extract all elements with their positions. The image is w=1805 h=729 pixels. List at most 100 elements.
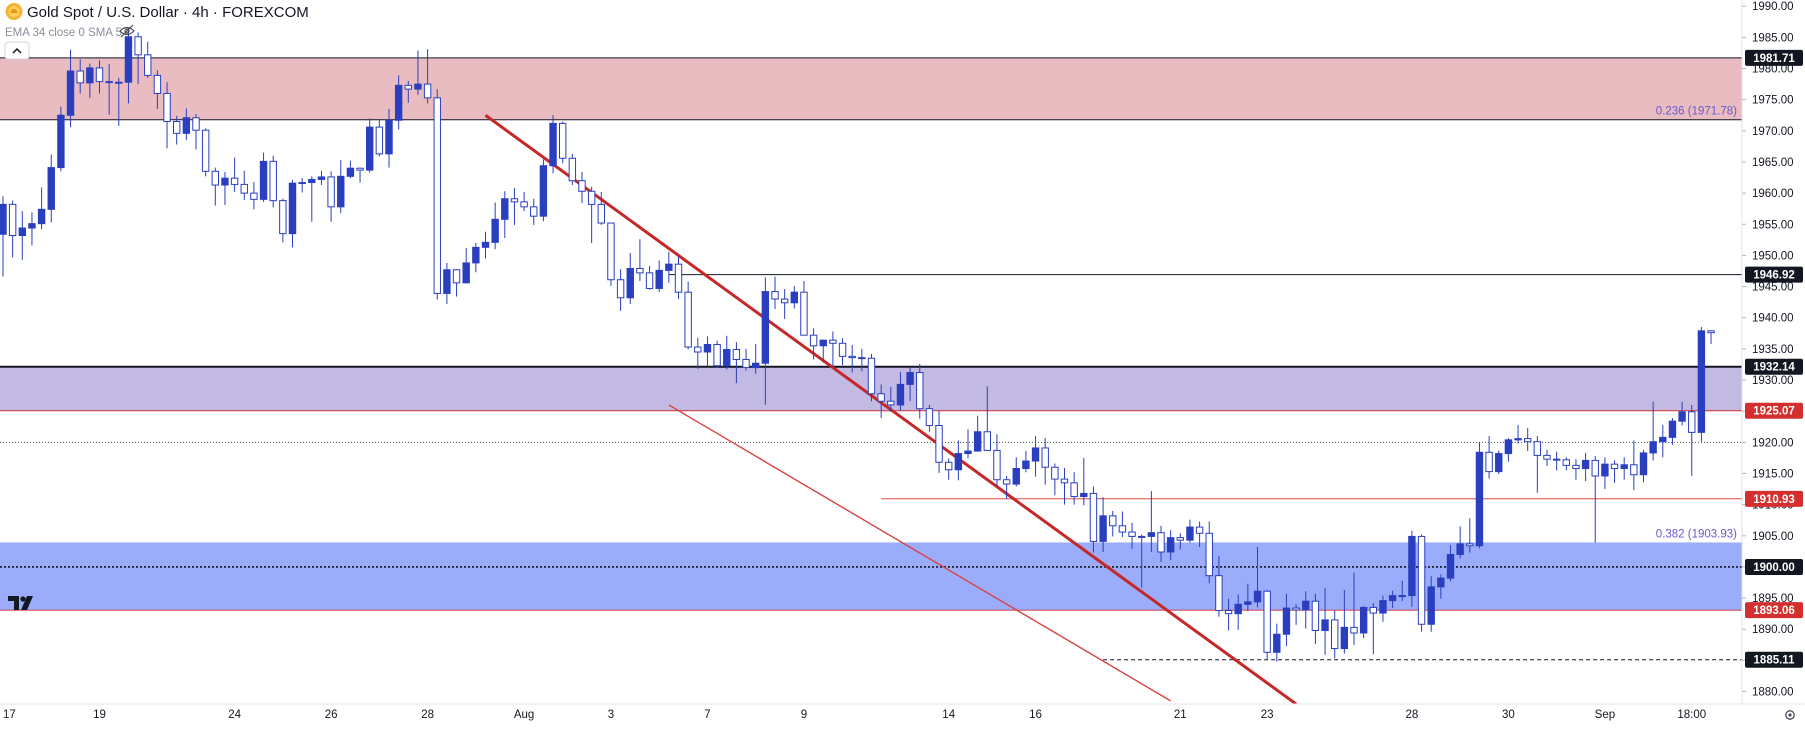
- price-label[interactable]: 1932.14: [1745, 358, 1803, 375]
- channel-lower-line[interactable]: [668, 404, 1172, 702]
- candle: [115, 77, 123, 126]
- candle: [259, 152, 268, 202]
- candle-body-down: [375, 126, 384, 155]
- eye-hidden-icon[interactable]: [119, 24, 135, 38]
- candle-body-down: [144, 54, 152, 76]
- price-label-text: 1910.93: [1753, 494, 1795, 506]
- candle-body-down: [1205, 532, 1213, 577]
- y-tick-label: 1890.00: [1752, 624, 1794, 636]
- price-label[interactable]: 1981.71: [1745, 49, 1803, 66]
- candle: [481, 231, 490, 259]
- candle: [578, 171, 586, 204]
- tradingview-logo[interactable]: [8, 596, 33, 610]
- gear-icon[interactable]: [1785, 710, 1795, 720]
- candle-body-down: [105, 81, 113, 84]
- y-tick-label: 1880.00: [1752, 687, 1794, 699]
- x-tick-label: 30: [1502, 709, 1515, 721]
- candle-body-up: [86, 67, 94, 84]
- candle-body-up: [414, 83, 422, 90]
- candle: [1572, 459, 1580, 480]
- time-axis-background: [0, 704, 1805, 724]
- candle: [95, 60, 104, 94]
- candle: [655, 260, 663, 293]
- candle-body-down: [530, 206, 538, 217]
- candle: [1051, 463, 1059, 496]
- candle: [491, 202, 499, 250]
- candle-body-down: [8, 203, 17, 236]
- candle: [28, 212, 36, 246]
- candle: [298, 178, 306, 193]
- price-label[interactable]: 1946.92: [1745, 266, 1803, 283]
- candle-body-down: [1369, 606, 1377, 614]
- y-tick-label: 1945.00: [1752, 282, 1794, 294]
- price-label[interactable]: 1910.93: [1745, 490, 1803, 507]
- candle-body-up: [1234, 603, 1242, 615]
- candle-body-down: [269, 160, 277, 202]
- candle: [462, 247, 470, 284]
- candle: [144, 41, 152, 78]
- candle-body-down: [230, 177, 239, 185]
- candle: [713, 340, 721, 368]
- price-label-background: [1745, 490, 1803, 507]
- candle-body-down: [742, 358, 750, 369]
- y-tick-label: 1905.00: [1752, 531, 1794, 543]
- price-label[interactable]: 1900.00: [1745, 558, 1803, 575]
- fib-label: 0.382 (1903.93): [1656, 528, 1737, 540]
- candle: [867, 353, 876, 402]
- candle-body-down: [1350, 626, 1358, 634]
- candle: [1224, 598, 1233, 631]
- candle: [1659, 424, 1667, 458]
- candle: [1099, 497, 1107, 552]
- candle-body-up: [1408, 535, 1416, 597]
- candle-body-down: [597, 203, 605, 224]
- candle-body-up: [1495, 453, 1503, 473]
- candle-body-up: [1321, 619, 1329, 631]
- candle-body-down: [1292, 607, 1300, 611]
- x-tick-label: Aug: [514, 709, 534, 721]
- candle-body-up: [1475, 451, 1484, 547]
- price-label[interactable]: 1925.07: [1745, 402, 1803, 419]
- y-tick-label: 1965.00: [1752, 157, 1794, 169]
- candle: [1543, 449, 1551, 467]
- candle: [510, 188, 519, 225]
- candle-body-down: [1688, 411, 1696, 433]
- candle-body-up: [1244, 601, 1252, 605]
- candle: [945, 458, 953, 480]
- y-tick-label: 1960.00: [1752, 188, 1794, 200]
- symbol-title[interactable]: Gold Spot / U.S. Dollar · 4h · FOREXCOM: [27, 4, 309, 21]
- candle-body-down: [645, 272, 654, 289]
- price-label[interactable]: 1885.11: [1745, 651, 1803, 668]
- candle-body-down: [76, 70, 84, 84]
- price-label[interactable]: 1893.06: [1745, 602, 1803, 619]
- candle: [37, 187, 46, 230]
- candle-body-up: [443, 269, 451, 294]
- x-tick-label: 28: [1406, 709, 1419, 721]
- indicator-legend[interactable]: EMA 34 close 0 SMA 5: [5, 27, 122, 39]
- candle-body-up: [1620, 464, 1628, 470]
- candle: [848, 345, 856, 373]
- candle-body-up: [1166, 537, 1175, 553]
- time-axis[interactable]: 17 19 24 26 28 Aug 3 7 9 14 16 21 23 28 30 Sep 18:00: [0, 703, 1805, 724]
- candle: [288, 180, 297, 248]
- price-axis[interactable]: 1880.001885.001890.001895.001900.001905.…: [1741, 0, 1805, 704]
- candle: [1688, 404, 1696, 476]
- candle: [1041, 437, 1049, 485]
- y-tick-label: 1980.00: [1752, 64, 1794, 76]
- x-tick-label: 23: [1261, 709, 1274, 721]
- candle-body-up: [366, 126, 374, 171]
- candle-body-down: [356, 167, 364, 171]
- candle: [173, 115, 181, 145]
- candle: [626, 252, 634, 305]
- candle-body-down: [250, 192, 258, 200]
- candle-body-up: [298, 182, 306, 185]
- candle-body-down: [1060, 478, 1069, 484]
- candle: [1562, 457, 1570, 471]
- gold-coin-icon[interactable]: [5, 3, 23, 20]
- collapse-legend-button[interactable]: [4, 41, 30, 60]
- candle: [1031, 436, 1040, 477]
- x-tick-label: 3: [608, 709, 614, 721]
- candle: [1128, 522, 1136, 549]
- candle-body-up: [1099, 515, 1107, 542]
